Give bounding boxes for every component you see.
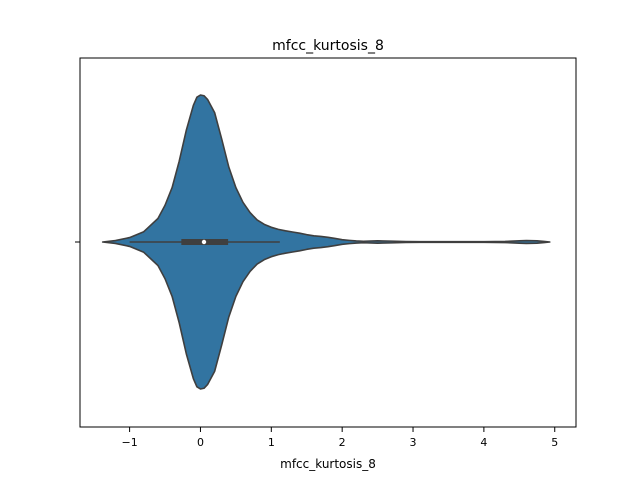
median-marker xyxy=(201,239,207,245)
x-tick-label: 1 xyxy=(268,436,275,449)
x-axis-label: mfcc_kurtosis_8 xyxy=(280,457,376,471)
x-tick-label: 4 xyxy=(480,436,487,449)
chart-title: mfcc_kurtosis_8 xyxy=(272,38,384,54)
x-axis: −1 0 1 2 3 4 5 xyxy=(121,427,558,449)
x-tick-label: 5 xyxy=(551,436,558,449)
x-tick-label: 2 xyxy=(339,436,346,449)
x-tick-label: 3 xyxy=(410,436,417,449)
x-tick-label: −1 xyxy=(121,436,137,449)
x-tick-label: 0 xyxy=(197,436,204,449)
violin-body xyxy=(101,94,551,390)
